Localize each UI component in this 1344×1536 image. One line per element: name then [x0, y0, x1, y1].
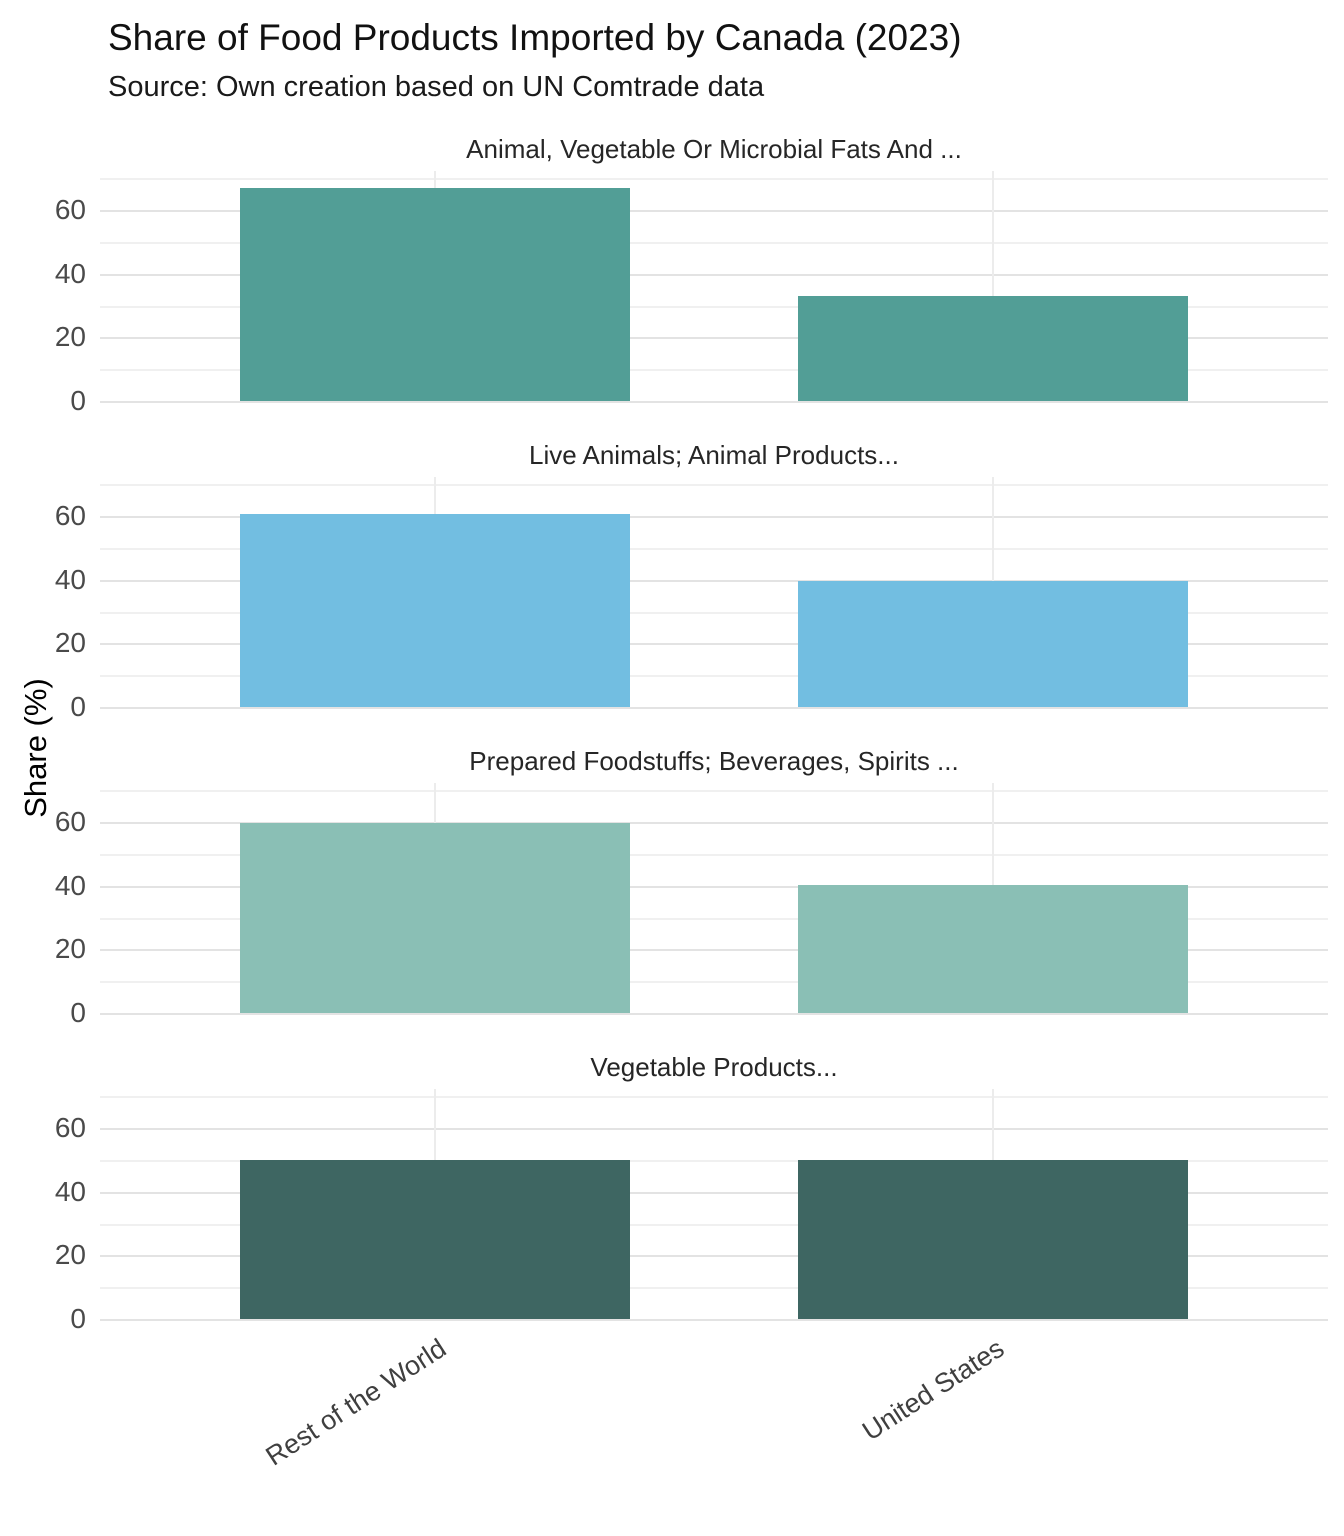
- gridline-minor: [100, 369, 1328, 372]
- facet-animal-vegetable-or-microbial-: Animal, Vegetable Or Microbial Fats And …: [55, 133, 1328, 416]
- gridline-minor: [100, 917, 1328, 920]
- gridline-major: [100, 579, 1328, 582]
- gridline-minor: [100, 1223, 1328, 1226]
- chart-subtitle: Source: Own creation based on UN Comtrad…: [108, 71, 765, 104]
- gridline-major: [100, 1319, 1328, 1322]
- y-tick-label: 60: [54, 806, 86, 838]
- gridline-major: [100, 1191, 1328, 1194]
- facet-title: Prepared Foodstuffs; Beverages, Spirits …: [469, 746, 959, 777]
- y-tick-label: 0: [70, 691, 86, 723]
- gridline-major: [100, 1128, 1328, 1131]
- gridline-minor: [100, 981, 1328, 984]
- facet-title: Animal, Vegetable Or Microbial Fats And …: [466, 134, 962, 165]
- y-axis-title: Share (%): [18, 678, 53, 818]
- y-tick-label: 40: [54, 563, 86, 595]
- bar-united-states: [797, 885, 1189, 1014]
- gridline-major: [100, 1013, 1328, 1016]
- x-tick-label-rest-of-the-world: Rest of the World: [260, 1333, 452, 1472]
- y-tick-label: 60: [54, 500, 86, 532]
- facet-panel: 0 20 40 60: [55, 1089, 1328, 1334]
- gridline-minor: [100, 241, 1328, 244]
- facet-panel: 0 20 40 60: [55, 783, 1328, 1028]
- bar-rest-of-the-world: [239, 822, 631, 1014]
- x-tick-label-united-states: United States: [857, 1333, 1010, 1447]
- y-tick-label: 0: [70, 1303, 86, 1335]
- gridline-major: [100, 273, 1328, 276]
- gridline-minor: [100, 1287, 1328, 1290]
- gridline-minor: [100, 547, 1328, 550]
- chart-header: Share of Food Products Imported by Canad…: [0, 0, 1344, 105]
- facet-title: Live Animals; Animal Products...: [529, 440, 899, 471]
- y-tick-label: 20: [54, 321, 86, 353]
- y-tick-label: 20: [54, 627, 86, 659]
- chart-title: Share of Food Products Imported by Canad…: [108, 17, 962, 58]
- gridline-major: [100, 337, 1328, 340]
- facet-live-animals-animal-products: Live Animals; Animal Products... 0 20 40 60: [55, 439, 1328, 722]
- gridline-minor: [100, 1159, 1328, 1162]
- bar-united-states: [797, 295, 1189, 402]
- bar-united-states: [797, 1159, 1189, 1320]
- gridline-major: [100, 401, 1328, 404]
- gridline-minor: [100, 675, 1328, 678]
- gridline-minor: [100, 853, 1328, 856]
- gridline-major: [100, 516, 1328, 519]
- y-tick-label: 0: [70, 997, 86, 1029]
- y-tick-label: 20: [54, 1239, 86, 1271]
- gridline-minor: [100, 1096, 1328, 1099]
- facet-vegetable-products: Vegetable Products... 0 20 40 60: [55, 1051, 1328, 1334]
- gridline-major: [100, 949, 1328, 952]
- gridline-minor: [100, 484, 1328, 487]
- y-tick-label: 40: [54, 257, 86, 289]
- facet-title: Vegetable Products...: [590, 1052, 838, 1083]
- y-tick-label: 40: [54, 1175, 86, 1207]
- y-tick-label: 60: [54, 1112, 86, 1144]
- bar-united-states: [797, 581, 1189, 708]
- gridline-major: [100, 707, 1328, 710]
- plot-area: Animal, Vegetable Or Microbial Fats And …: [55, 133, 1328, 1524]
- gridline-minor: [100, 790, 1328, 793]
- gridline-major: [100, 210, 1328, 213]
- gridline-minor: [100, 611, 1328, 614]
- facet-panel: 0 20 40 60: [55, 171, 1328, 416]
- bar-rest-of-the-world: [239, 188, 631, 402]
- gridline-major: [100, 885, 1328, 888]
- bar-rest-of-the-world: [239, 1160, 631, 1320]
- gridline-major: [100, 1255, 1328, 1258]
- gridline-minor: [100, 305, 1328, 308]
- y-tick-label: 0: [70, 385, 86, 417]
- bar-rest-of-the-world: [239, 514, 631, 708]
- facet-prepared-foodstuffs-beverages-: Prepared Foodstuffs; Beverages, Spirits …: [55, 745, 1328, 1028]
- y-tick-label: 40: [54, 869, 86, 901]
- gridline-vertical: [992, 171, 995, 402]
- gridline-major: [100, 643, 1328, 646]
- facet-panel: 0 20 40 60: [55, 477, 1328, 722]
- y-tick-label: 20: [54, 933, 86, 965]
- gridline-minor: [100, 178, 1328, 181]
- y-tick-label: 60: [54, 194, 86, 226]
- x-axis-labels: Rest of the World United States: [100, 1319, 1328, 1524]
- gridline-major: [100, 822, 1328, 825]
